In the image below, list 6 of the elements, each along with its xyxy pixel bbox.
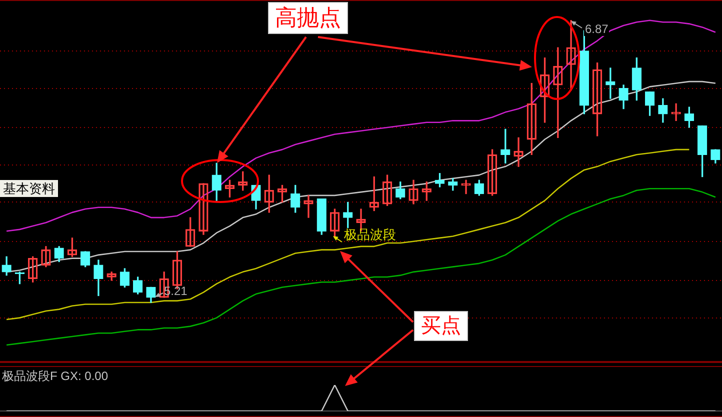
chart-title: 极品波段F GX: 0.00 [2, 369, 108, 383]
annotation: 买点 [414, 311, 468, 341]
annotation: 高抛点 [268, 2, 348, 34]
annotation: 6.87 [584, 22, 610, 36]
annotation: 极品波段 [344, 227, 396, 242]
annotation: 基本资料 [0, 180, 58, 197]
